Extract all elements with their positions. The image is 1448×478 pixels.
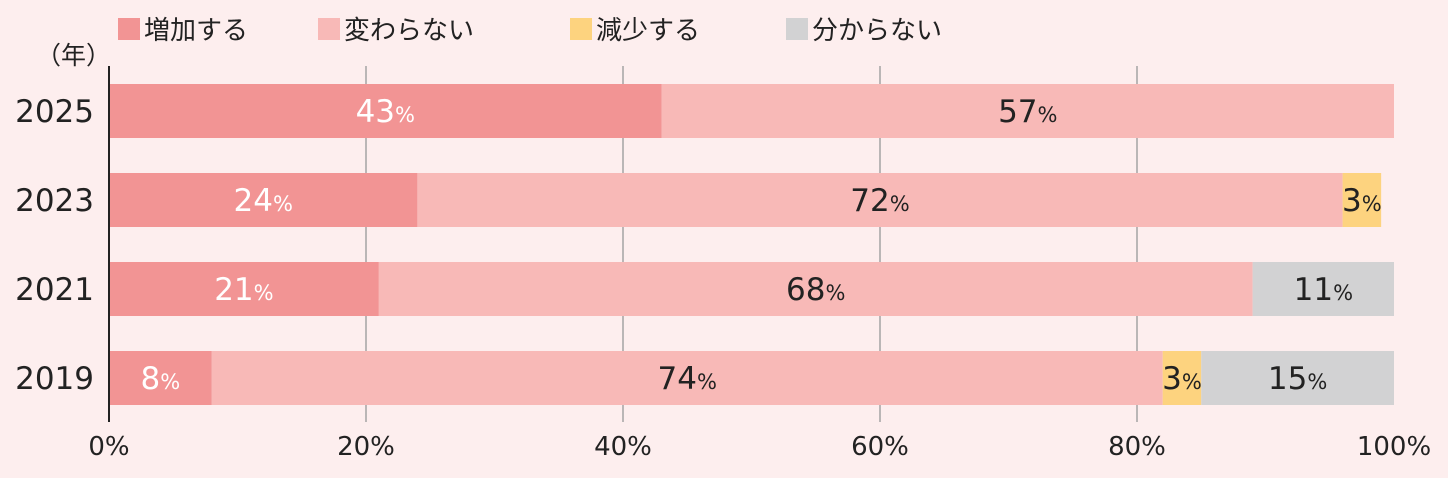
- bar-segment: [1252, 262, 1394, 316]
- bar-segment: [378, 262, 1253, 316]
- x-tick-label: 60%: [851, 432, 909, 462]
- bar-segment: [417, 173, 1343, 227]
- x-tick-label: 40%: [594, 432, 652, 462]
- bar-segment: [1342, 173, 1382, 227]
- data-label: 24%: [233, 183, 292, 219]
- legend-label: 増加する: [144, 16, 249, 46]
- x-tick-label: 80%: [1108, 432, 1166, 462]
- data-label: 72%: [850, 183, 909, 219]
- legend-swatch: [318, 17, 341, 40]
- bar-segment: [211, 351, 1163, 405]
- data-label: 21%: [214, 272, 273, 308]
- legend-item: 分からない: [786, 10, 942, 47]
- data-label: 3%: [1342, 183, 1382, 219]
- x-tick-label: 20%: [337, 432, 395, 462]
- bar-segment: [1162, 351, 1202, 405]
- data-label: 74%: [658, 361, 717, 397]
- data-label: 3%: [1162, 361, 1202, 397]
- legend-label: 分からない: [812, 16, 943, 46]
- bar-segment: [109, 351, 212, 405]
- legend-item: 変わらない: [318, 10, 474, 47]
- legend-swatch: [118, 17, 140, 40]
- legend-item: 減少する: [570, 10, 700, 47]
- bar-segment: [109, 262, 379, 316]
- data-label: 57%: [998, 94, 1057, 130]
- legend-swatch: [570, 17, 593, 40]
- legend: 増加する 変わらない 減少する 分からない: [118, 10, 942, 47]
- bar-segment: [661, 84, 1394, 138]
- y-axis-unit-label: （年）: [36, 41, 112, 70]
- data-label: 68%: [786, 272, 845, 308]
- bar-segment: [109, 173, 418, 227]
- y-tick-label: 2019: [15, 361, 94, 397]
- legend-label: 変わらない: [344, 16, 475, 46]
- data-label: 11%: [1294, 272, 1353, 308]
- y-tick-label: 2025: [15, 94, 94, 130]
- x-tick-label: 0%: [88, 432, 129, 462]
- legend-label: 減少する: [596, 16, 701, 46]
- x-tick-label: 100%: [1357, 432, 1431, 462]
- y-tick-label: 2021: [15, 272, 94, 308]
- legend-swatch: [786, 17, 809, 40]
- bar-segment: [109, 84, 662, 138]
- bar-segment: [1201, 351, 1394, 405]
- data-label: 43%: [356, 94, 415, 130]
- data-label: 8%: [141, 361, 181, 397]
- legend-item: 増加する: [118, 10, 248, 47]
- y-tick-label: 2023: [15, 183, 94, 219]
- data-label: 15%: [1268, 361, 1327, 397]
